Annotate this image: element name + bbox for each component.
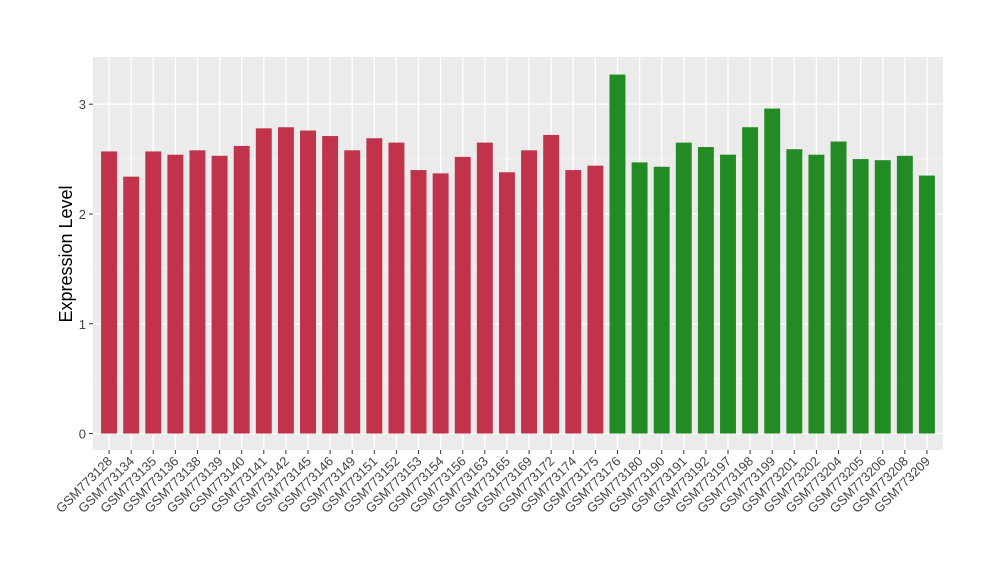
bar-GSM773153[interactable]	[410, 170, 427, 434]
bar-GSM773209[interactable]	[918, 175, 935, 434]
y-axis-title: Expression Level	[56, 185, 76, 322]
bar-GSM773163[interactable]	[476, 142, 493, 434]
x-axis: GSM773128GSM773134GSM773135GSM773136GSM7…	[53, 450, 933, 516]
bar-GSM773136[interactable]	[167, 154, 184, 434]
bar-GSM773145[interactable]	[300, 130, 316, 434]
bar-GSM773205[interactable]	[852, 159, 869, 434]
y-tick-label: 0	[79, 427, 86, 442]
bar-GSM773169[interactable]	[521, 150, 538, 434]
bar-GSM773206[interactable]	[874, 160, 891, 434]
bar-GSM773142[interactable]	[277, 127, 294, 434]
bar-GSM773149[interactable]	[344, 150, 361, 434]
y-tick-label: 1	[79, 317, 86, 332]
bar-GSM773208[interactable]	[896, 155, 913, 434]
bar-GSM773138[interactable]	[189, 150, 206, 434]
y-tick-label: 3	[79, 97, 86, 112]
bar-GSM773202[interactable]	[808, 154, 825, 434]
bar-GSM773128[interactable]	[101, 151, 118, 434]
bar-GSM773201[interactable]	[786, 149, 803, 434]
bar-GSM773152[interactable]	[388, 142, 405, 434]
bar-GSM773141[interactable]	[255, 128, 272, 434]
bar-GSM773191[interactable]	[675, 142, 692, 434]
bar-GSM773140[interactable]	[233, 145, 250, 434]
bar-GSM773204[interactable]	[830, 141, 847, 434]
bar-GSM773190[interactable]	[653, 166, 670, 434]
bar-GSM773134[interactable]	[123, 176, 140, 434]
bar-GSM773199[interactable]	[764, 108, 781, 434]
bar-GSM773197[interactable]	[720, 154, 736, 434]
bar-GSM773135[interactable]	[145, 151, 162, 434]
bar-GSM773154[interactable]	[432, 173, 449, 434]
bar-GSM773176[interactable]	[609, 74, 626, 434]
bar-GSM773151[interactable]	[366, 138, 383, 434]
bar-GSM773192[interactable]	[697, 147, 714, 434]
bar-GSM773146[interactable]	[322, 136, 339, 434]
bar-GSM773174[interactable]	[565, 170, 582, 434]
y-axis: 0 1 2 3	[79, 97, 93, 442]
bars	[101, 74, 935, 434]
bar-GSM773175[interactable]	[587, 165, 604, 434]
bar-GSM773156[interactable]	[454, 156, 471, 434]
bar-GSM773198[interactable]	[742, 127, 759, 434]
y-tick-label: 2	[79, 207, 86, 222]
bar-GSM773139[interactable]	[211, 155, 228, 434]
bar-GSM773180[interactable]	[631, 162, 648, 434]
bar-GSM773165[interactable]	[498, 172, 515, 434]
bar-GSM773172[interactable]	[543, 134, 560, 434]
